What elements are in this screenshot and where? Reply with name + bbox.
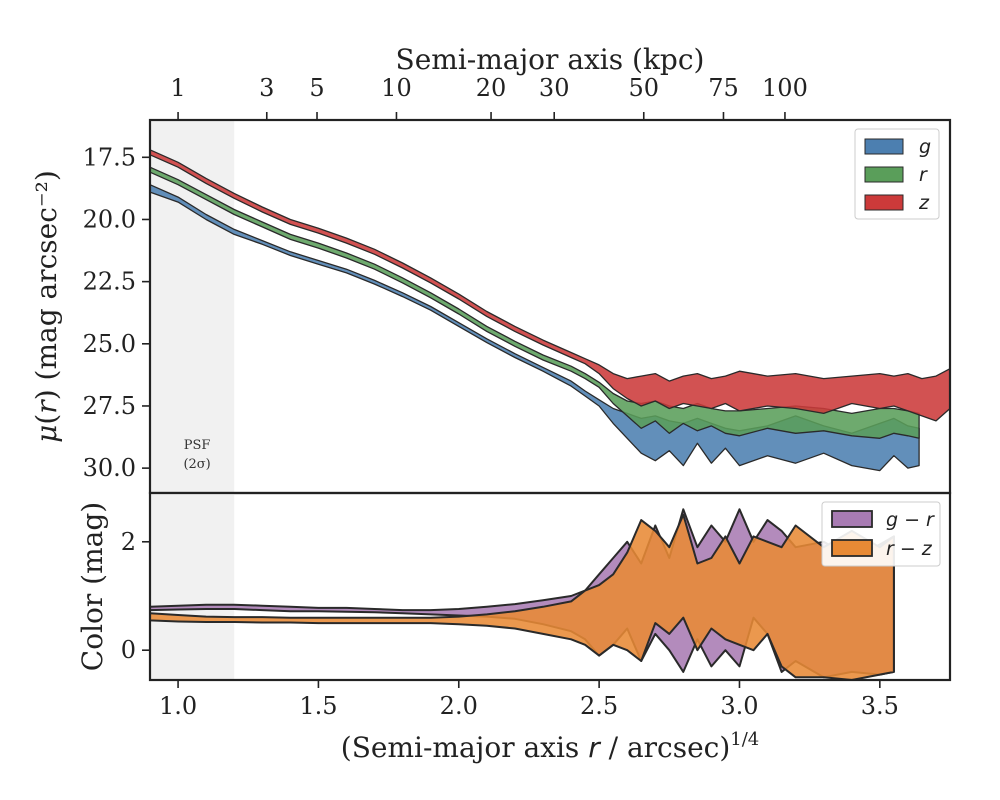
band-r-fill xyxy=(149,166,920,439)
bottom-plot-frame xyxy=(148,491,952,682)
y-axis-label-color: Color (mag) xyxy=(76,502,109,671)
band-rz-fill xyxy=(149,513,895,681)
psf-sigma-label: (2σ) xyxy=(183,457,210,472)
x-tick-label: 3.0 xyxy=(720,692,758,720)
top-tick-label: 10 xyxy=(381,74,412,102)
y-tick-label: 17.5 xyxy=(83,143,136,171)
y-tick-label: 30.0 xyxy=(83,454,136,482)
psf-label: PSF xyxy=(184,438,211,453)
legend-swatch-color-0 xyxy=(831,510,873,528)
psf-band xyxy=(150,120,235,493)
top-axis-title: Semi-major axis (kpc) xyxy=(396,43,705,76)
legend-swatch-color-1 xyxy=(831,539,873,557)
top-tick-label: 20 xyxy=(476,74,507,102)
band-legend: grz xyxy=(854,128,940,220)
y-axis-label-mu: μ(r) (mag arcsec⁻²) xyxy=(30,170,63,443)
y-tick-label: 25.0 xyxy=(83,330,136,358)
x-tick-label: 1.5 xyxy=(299,692,337,720)
x-tick-label: 1.0 xyxy=(159,692,197,720)
y-tick-label: 22.5 xyxy=(83,268,136,296)
top-tick-label: 1 xyxy=(170,74,185,102)
legend-label-z: z xyxy=(918,192,930,214)
legend-label-color-1: r − z xyxy=(886,538,933,560)
surface-brightness-panel: PSF (2σ) 17.5 20.0 22.5 25.0 27.5 30.0 1 3 5 10 2… xyxy=(30,43,952,495)
psf-band xyxy=(150,493,235,680)
top-tick-label: 30 xyxy=(539,74,570,102)
top-tick-label: 100 xyxy=(762,74,808,102)
legend-label-color-0: g − r xyxy=(886,509,935,531)
top-tick-label: 75 xyxy=(708,74,739,102)
x-tick-label: 2.5 xyxy=(580,692,618,720)
y-tick-label: 2 xyxy=(121,528,136,556)
band-z-fill xyxy=(149,149,951,422)
color-legend: g − r r − z xyxy=(821,501,941,567)
y-tick-label: 0 xyxy=(121,636,136,664)
legend-label-r: r xyxy=(919,164,928,186)
legend-swatch-z xyxy=(864,194,904,211)
x-tick-label: 2.0 xyxy=(440,692,478,720)
x-tick-label: 3.5 xyxy=(861,692,899,720)
top-tick-label: 3 xyxy=(259,74,274,102)
legend-swatch-g xyxy=(864,138,904,155)
color-panel: 0 2 1.0 1.5 2.0 2.5 3.0 3.5 (Semi-major axis r… xyxy=(76,491,952,764)
top-tick-label: 5 xyxy=(309,74,324,102)
legend-swatch-r xyxy=(864,166,904,183)
band-g-fill xyxy=(149,184,920,472)
x-axis-label: (Semi-major axis r / arcsec)1/4 xyxy=(341,729,759,764)
y-tick-label: 20.0 xyxy=(83,205,136,233)
top-tick-label: 50 xyxy=(628,74,659,102)
legend-label-g: g xyxy=(919,136,931,158)
y-tick-label: 27.5 xyxy=(83,392,136,420)
